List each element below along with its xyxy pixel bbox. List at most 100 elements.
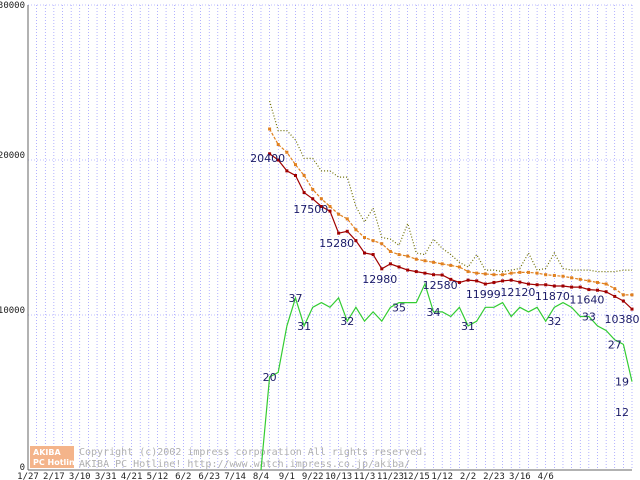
point-price_avg bbox=[466, 270, 470, 274]
point-price_avg bbox=[311, 187, 315, 191]
point-price_avg bbox=[328, 205, 332, 208]
credits: AKIBA PC Hotline! Copyright (c)2002 impr… bbox=[30, 446, 428, 470]
point-price_avg bbox=[526, 270, 530, 274]
point-price_min bbox=[388, 262, 392, 266]
point-price_min bbox=[397, 265, 401, 269]
point-price_min bbox=[432, 273, 436, 277]
point-price_avg bbox=[552, 273, 556, 277]
x-tick-label: 2/17 bbox=[43, 472, 65, 480]
data-label-shop_count: 31 bbox=[461, 320, 475, 333]
x-tick-label: 6/2 bbox=[175, 472, 191, 480]
point-price_avg bbox=[388, 249, 392, 253]
y-tick-label: 0 bbox=[20, 463, 25, 473]
x-tick-label: 4/6 bbox=[538, 472, 554, 480]
grid bbox=[27, 4, 633, 471]
point-price_avg bbox=[492, 273, 496, 277]
series bbox=[260, 100, 634, 471]
point-price_min bbox=[371, 253, 375, 257]
data-label-shop_count: 32 bbox=[547, 315, 561, 328]
point-price_min bbox=[285, 169, 289, 173]
data-label-price_min: 10380 bbox=[605, 313, 640, 326]
x-tick-label: 3/16 bbox=[509, 472, 531, 480]
data-label-shop_count: 33 bbox=[582, 311, 596, 324]
x-tick-label: 5/12 bbox=[147, 472, 169, 480]
data-label-shop_count: 32 bbox=[340, 315, 354, 328]
point-price_avg bbox=[337, 212, 341, 216]
point-price_min bbox=[345, 229, 349, 233]
site-url-text: AKIBA PC Hotline! http://www.watch.impre… bbox=[79, 459, 410, 470]
y-tick-label: 20000 bbox=[0, 151, 25, 161]
point-price_min bbox=[509, 278, 513, 282]
point-price_avg bbox=[354, 228, 358, 232]
y-tick-label: 10000 bbox=[0, 306, 25, 316]
point-price_avg bbox=[483, 272, 487, 276]
x-tick-label: 9/1 bbox=[279, 472, 295, 480]
point-price_min bbox=[268, 152, 272, 156]
data-label-price_min: 12120 bbox=[500, 286, 535, 299]
point-price_avg bbox=[440, 262, 444, 266]
point-price_avg bbox=[371, 239, 375, 243]
data-label-shop_count: 19 bbox=[615, 376, 629, 389]
point-price_min bbox=[475, 279, 479, 283]
point-price_avg bbox=[621, 293, 625, 297]
point-price_min bbox=[561, 284, 565, 288]
point-price_min bbox=[613, 294, 617, 298]
point-price_avg bbox=[293, 163, 297, 167]
data-label-shop_count: 37 bbox=[288, 292, 302, 305]
point-price_min bbox=[423, 271, 427, 275]
x-tick-label: 3/31 bbox=[95, 472, 117, 480]
point-price_avg bbox=[595, 280, 599, 284]
x-tick-label: 12/15 bbox=[403, 472, 430, 480]
point-price_min bbox=[492, 280, 496, 284]
point-price_min bbox=[302, 191, 306, 195]
point-price_avg bbox=[457, 265, 461, 269]
data-labels: 20400 17500 15280 12980 12580 11999 12120 11870… bbox=[250, 152, 639, 419]
point-price_min bbox=[535, 283, 539, 287]
logo-bottom-text: PC Hotline! bbox=[33, 458, 84, 467]
x-tick-label: 11/3 bbox=[354, 472, 376, 480]
point-price_avg bbox=[380, 242, 384, 246]
point-price_avg bbox=[630, 293, 634, 297]
point-price_avg bbox=[414, 257, 418, 261]
point-price_min bbox=[440, 273, 444, 277]
point-price_min bbox=[363, 251, 367, 255]
point-price_avg bbox=[285, 150, 289, 154]
point-price_min bbox=[293, 174, 297, 177]
x-tick-label: 8/4 bbox=[253, 472, 269, 480]
point-price_min bbox=[449, 277, 453, 281]
point-price_min bbox=[630, 307, 634, 311]
point-price_min bbox=[354, 239, 358, 243]
series-line-price_max bbox=[269, 100, 632, 273]
point-price_min bbox=[501, 279, 505, 283]
point-price_min bbox=[380, 267, 384, 271]
point-price_avg bbox=[613, 287, 617, 291]
data-label-shop_count: 35 bbox=[392, 301, 406, 314]
point-price_avg bbox=[561, 274, 565, 278]
point-price_min bbox=[337, 231, 341, 235]
data-label-shop_count: 20 bbox=[263, 371, 277, 384]
point-price_min bbox=[466, 278, 470, 282]
data-label-price_min: 11870 bbox=[535, 290, 570, 303]
data-label-price_min: 11640 bbox=[569, 294, 604, 307]
x-tick-label: 4/21 bbox=[121, 472, 143, 480]
point-price_min bbox=[621, 299, 625, 303]
point-price_min bbox=[414, 270, 418, 274]
x-tick-label: 1/27 bbox=[17, 472, 39, 480]
point-price_min bbox=[483, 282, 487, 286]
point-price_avg bbox=[449, 263, 453, 267]
copyright-text: Copyright (c)2002 impress corporation Al… bbox=[79, 447, 428, 458]
point-price_min bbox=[328, 209, 332, 213]
x-tick-label: 10/13 bbox=[325, 472, 352, 480]
point-price_avg bbox=[276, 143, 280, 146]
point-price_avg bbox=[604, 282, 608, 286]
point-price_avg bbox=[432, 260, 436, 264]
point-price_avg bbox=[345, 217, 349, 221]
data-label-price_min: 11999 bbox=[466, 288, 501, 301]
data-label-price_min: 12580 bbox=[423, 279, 458, 292]
point-price_avg bbox=[423, 259, 427, 263]
point-price_min bbox=[604, 290, 608, 294]
point-price_min bbox=[518, 280, 522, 284]
data-label-price_min: 17500 bbox=[293, 203, 328, 216]
